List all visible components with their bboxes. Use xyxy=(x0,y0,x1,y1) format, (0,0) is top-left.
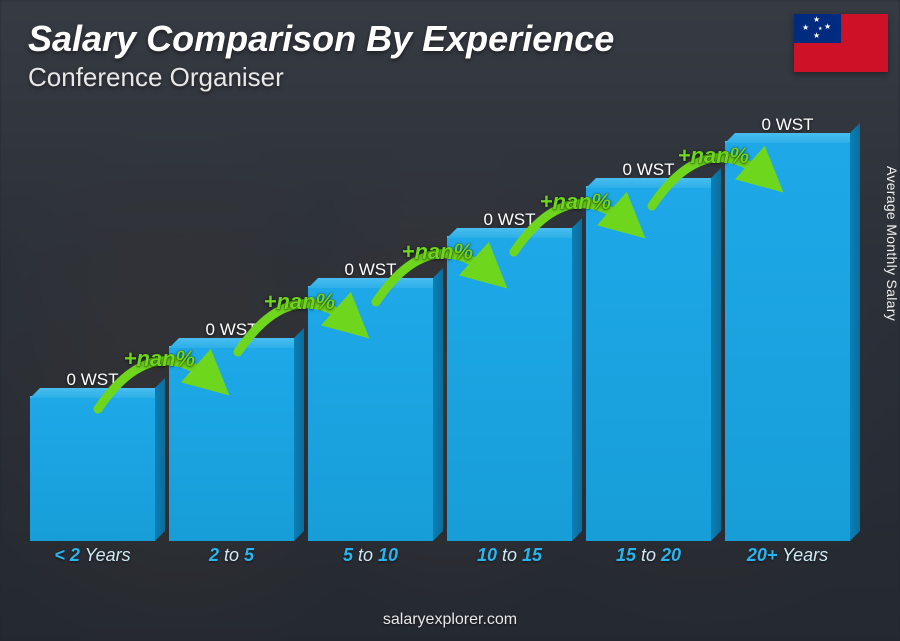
bar-value-label: 0 WST xyxy=(67,370,119,390)
bar xyxy=(725,141,850,541)
bar-slot: 0 WST xyxy=(308,260,433,541)
footer-credit: salaryexplorer.com xyxy=(0,611,900,629)
y-axis-label: Average Monthly Salary xyxy=(884,166,900,321)
bar-slot: 0 WST xyxy=(30,370,155,541)
bar-chart: 0 WST0 WST0 WST0 WST0 WST0 WST < 2 Years… xyxy=(30,120,850,571)
flag-star-icon: ★ xyxy=(824,23,831,31)
bar-slot: 0 WST xyxy=(169,320,294,541)
x-axis-category-label: 15 to 20 xyxy=(586,545,711,571)
bar xyxy=(447,236,572,541)
bar-value-label: 0 WST xyxy=(623,160,675,180)
bar-value-label: 0 WST xyxy=(206,320,258,340)
bar xyxy=(169,346,294,541)
flag-star-icon: ★ xyxy=(818,27,822,32)
samoa-flag: ★ ★ ★ ★ ★ xyxy=(794,14,888,72)
bars-container: 0 WST0 WST0 WST0 WST0 WST0 WST xyxy=(30,120,850,541)
bar-slot: 0 WST xyxy=(725,115,850,541)
x-axis-labels: < 2 Years 2 to 5 5 to 10 10 to 15 15 to 20 20… xyxy=(30,545,850,571)
chart-title: Salary Comparison By Experience xyxy=(28,18,614,60)
bar xyxy=(30,396,155,541)
x-axis-category-label: 10 to 15 xyxy=(447,545,572,571)
x-axis-category-label: 20+ Years xyxy=(725,545,850,571)
flag-star-icon: ★ xyxy=(802,24,809,32)
x-axis-category-label: 2 to 5 xyxy=(169,545,294,571)
x-axis-category-label: < 2 Years xyxy=(30,545,155,571)
flag-star-icon: ★ xyxy=(813,16,820,24)
bar-slot: 0 WST xyxy=(586,160,711,541)
content-root: Salary Comparison By Experience Conferen… xyxy=(0,0,900,641)
x-axis-category-label: 5 to 10 xyxy=(308,545,433,571)
flag-canton: ★ ★ ★ ★ ★ xyxy=(794,14,841,43)
bar-value-label: 0 WST xyxy=(345,260,397,280)
chart-subtitle: Conference Organiser xyxy=(28,62,284,93)
bar xyxy=(308,286,433,541)
bar-value-label: 0 WST xyxy=(484,210,536,230)
bar-value-label: 0 WST xyxy=(762,115,814,135)
bar-slot: 0 WST xyxy=(447,210,572,541)
flag-star-icon: ★ xyxy=(813,32,820,40)
bar xyxy=(586,186,711,541)
